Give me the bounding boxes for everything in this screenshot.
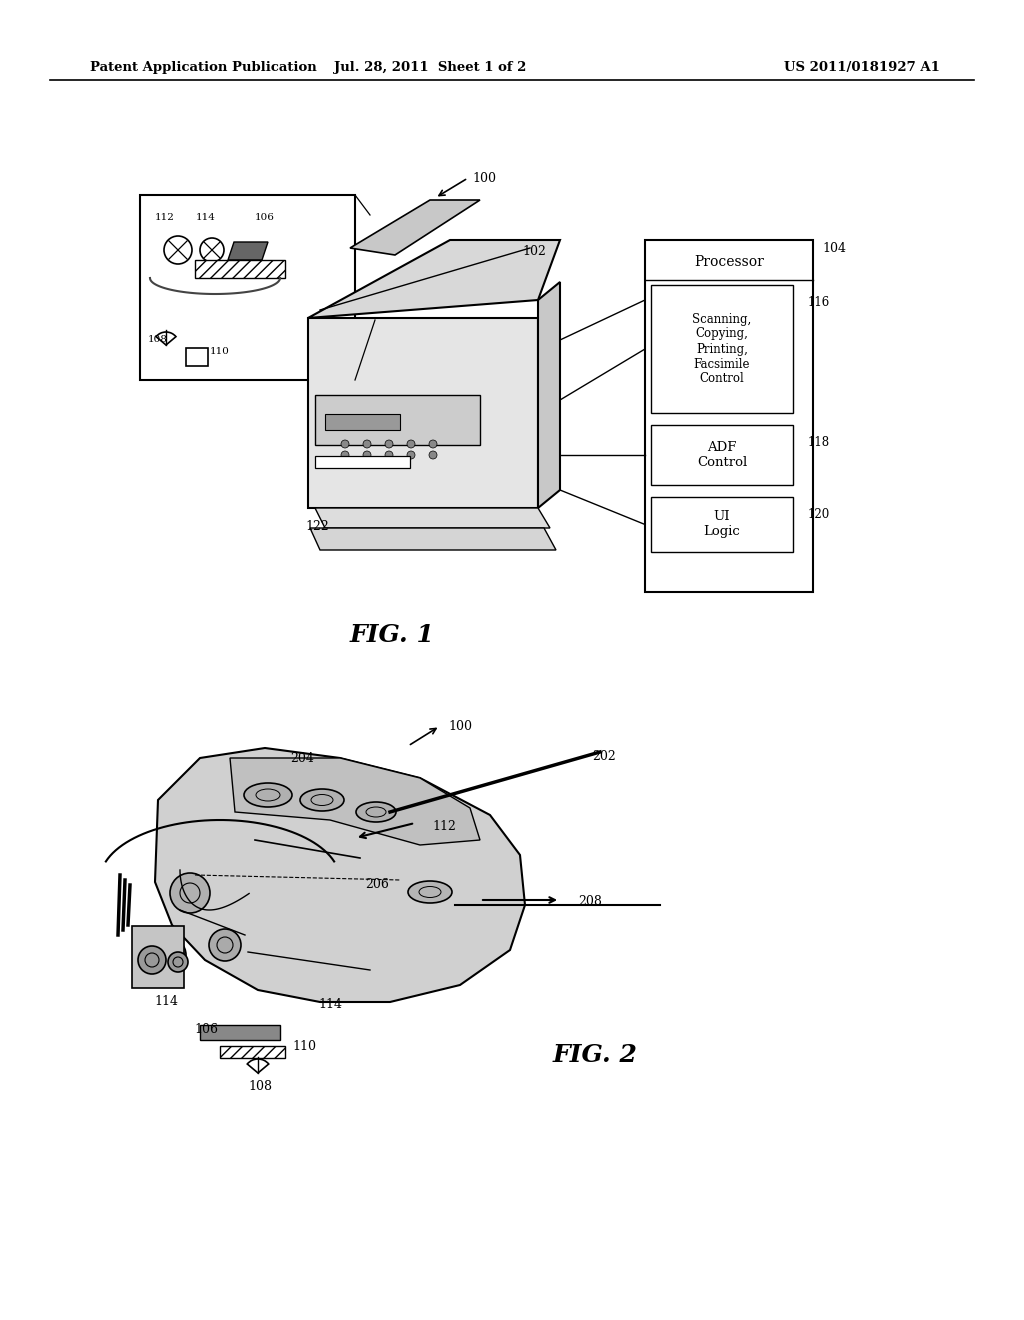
Ellipse shape — [300, 789, 344, 810]
Text: 116: 116 — [808, 297, 830, 309]
Bar — [308, 318, 538, 508]
Text: 118: 118 — [808, 437, 830, 450]
Text: Scanning,
Copying,
Printing,
Facsimile
Control: Scanning, Copying, Printing, Facsimile C… — [692, 313, 752, 385]
Polygon shape — [538, 282, 560, 508]
Ellipse shape — [356, 803, 396, 822]
Polygon shape — [315, 508, 550, 528]
Text: 108: 108 — [148, 335, 168, 345]
Text: 114: 114 — [318, 998, 342, 1011]
Bar — [200, 1026, 280, 1040]
Wedge shape — [156, 333, 176, 345]
Text: 122: 122 — [305, 520, 329, 533]
Circle shape — [385, 451, 393, 459]
Text: 106: 106 — [255, 214, 274, 223]
Polygon shape — [308, 240, 560, 318]
Polygon shape — [350, 201, 480, 255]
Polygon shape — [155, 748, 525, 1002]
Circle shape — [341, 440, 349, 447]
Bar — [651, 498, 793, 552]
Bar — [315, 395, 480, 445]
Text: 110: 110 — [210, 347, 229, 356]
Bar — [651, 285, 793, 413]
Circle shape — [407, 451, 415, 459]
Text: US 2011/0181927 A1: US 2011/0181927 A1 — [784, 62, 940, 74]
Circle shape — [362, 451, 371, 459]
Bar — [325, 414, 400, 430]
Ellipse shape — [244, 783, 292, 807]
Circle shape — [150, 937, 186, 973]
Polygon shape — [228, 242, 268, 260]
Bar — [132, 927, 184, 987]
Bar — [315, 455, 410, 469]
Bar — [195, 260, 285, 279]
Bar — [651, 425, 793, 484]
Bar — [220, 1045, 285, 1059]
Text: FIG. 1: FIG. 1 — [349, 623, 434, 647]
Text: 112: 112 — [432, 820, 456, 833]
Text: 102: 102 — [522, 246, 546, 257]
Circle shape — [341, 451, 349, 459]
Text: 112: 112 — [155, 214, 175, 223]
Text: 110: 110 — [292, 1040, 316, 1053]
Text: 114: 114 — [154, 995, 178, 1008]
Text: 108: 108 — [248, 1080, 272, 1093]
Text: Processor: Processor — [694, 255, 764, 269]
Polygon shape — [310, 528, 556, 550]
Text: 202: 202 — [592, 750, 615, 763]
Text: 208: 208 — [578, 895, 602, 908]
Ellipse shape — [408, 880, 452, 903]
Circle shape — [168, 952, 188, 972]
Text: UI
Logic: UI Logic — [703, 511, 740, 539]
Text: 104: 104 — [822, 242, 846, 255]
Text: ADF
Control: ADF Control — [697, 441, 748, 469]
Text: 206: 206 — [365, 878, 389, 891]
Circle shape — [429, 440, 437, 447]
Text: 114: 114 — [196, 214, 216, 223]
Bar — [645, 240, 813, 591]
Circle shape — [362, 440, 371, 447]
Polygon shape — [230, 758, 480, 845]
Text: Jul. 28, 2011  Sheet 1 of 2: Jul. 28, 2011 Sheet 1 of 2 — [334, 62, 526, 74]
Text: 100: 100 — [449, 719, 472, 733]
Bar — [186, 348, 208, 366]
Text: 120: 120 — [808, 508, 830, 521]
Circle shape — [385, 440, 393, 447]
Text: 100: 100 — [472, 172, 496, 185]
Bar — [140, 195, 355, 380]
Circle shape — [209, 929, 241, 961]
Circle shape — [138, 946, 166, 974]
Text: 106: 106 — [194, 1023, 218, 1036]
Text: FIG. 2: FIG. 2 — [553, 1043, 637, 1067]
Circle shape — [170, 873, 210, 913]
Text: Patent Application Publication: Patent Application Publication — [90, 62, 316, 74]
Text: 204: 204 — [290, 752, 314, 766]
Circle shape — [429, 451, 437, 459]
Circle shape — [407, 440, 415, 447]
Wedge shape — [247, 1059, 268, 1073]
